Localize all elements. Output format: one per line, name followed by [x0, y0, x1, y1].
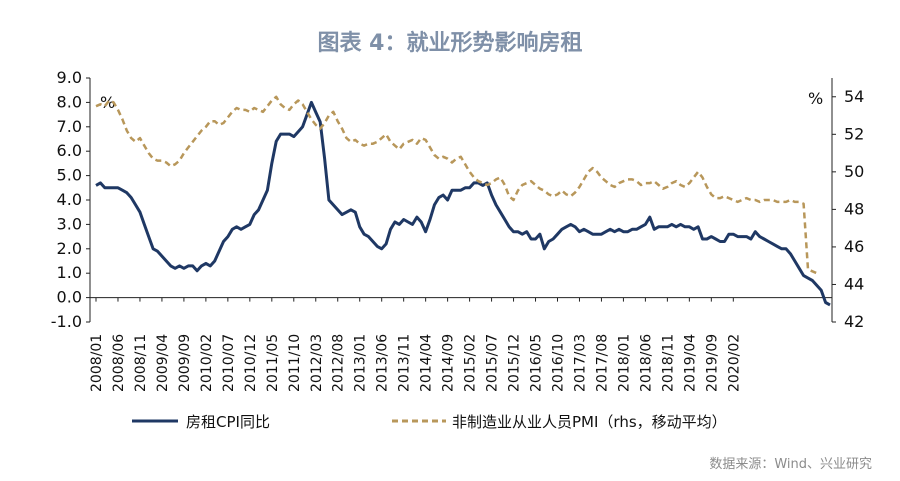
y-axis-right-ticks: 54 52 50 48 46 44 42	[832, 87, 864, 331]
x-tick-label: 2011/10	[287, 334, 303, 392]
y-left-tick-label: 1.0	[57, 263, 82, 282]
x-tick-label: 2015/02	[463, 334, 479, 392]
y-left-tick-label: 6.0	[57, 141, 82, 160]
y-right-tick-label: 50	[844, 162, 864, 181]
y-left-tick-label: 2.0	[57, 239, 82, 258]
x-tick-label: 2019/04	[682, 334, 698, 392]
x-tick-label: 2014/09	[441, 334, 457, 392]
series-layer	[95, 95, 831, 307]
x-tick-label: 2015/07	[485, 334, 501, 392]
x-tick-label: 2008/06	[111, 334, 127, 392]
x-tick-label: 2008/11	[133, 334, 149, 392]
y-left-tick-label: 4.0	[57, 190, 82, 209]
x-tick-label: 2014/04	[419, 334, 435, 392]
x-tick-label: 2010/02	[199, 334, 215, 392]
y-left-tick-label: 0.0	[57, 288, 82, 307]
x-tick-label: 2018/06	[638, 334, 654, 392]
y-left-tick-label: 3.0	[57, 214, 82, 233]
y-right-tick-label: 46	[844, 237, 864, 256]
chart-title: 图表 4：就业形势影响房租	[318, 30, 583, 56]
right-unit-label: %	[808, 89, 823, 108]
axes	[89, 78, 833, 322]
x-tick-label: 2008/01	[89, 334, 105, 392]
x-tick-label: 2011/05	[265, 334, 281, 392]
x-tick-label: 2013/06	[375, 334, 391, 392]
source-note: 数据来源：Wind、兴业研究	[709, 457, 872, 472]
x-tick-label: 2013/11	[397, 334, 413, 392]
y-axis-left-ticks: 9.0 8.0 7.0 6.0 5.0 4.0 3.0 2.0 1.0 0.0 -1.0	[51, 68, 90, 331]
y-left-tick-label: -1.0	[51, 312, 82, 331]
y-right-tick-label: 54	[844, 87, 864, 106]
x-tick-label: 2016/05	[529, 334, 545, 392]
x-tick-label: 2019/09	[704, 334, 720, 392]
y-left-tick-label: 8.0	[57, 92, 82, 111]
legend-label-pmi: 非制造业从业人员PMI（rhs，移动平均）	[452, 413, 727, 431]
x-tick-label: 2009/04	[155, 334, 171, 392]
x-tick-label: 2015/12	[507, 334, 523, 392]
x-tick-label: 2017/08	[594, 334, 610, 392]
x-tick-label: 2012/03	[309, 334, 325, 392]
x-tick-label: 2013/01	[353, 334, 369, 392]
legend-label-rent-cpi: 房租CPI同比	[186, 413, 270, 431]
x-tick-label: 2009/09	[177, 334, 193, 392]
x-tick-label: 2010/12	[243, 334, 259, 392]
y-left-tick-label: 5.0	[57, 166, 82, 185]
series-line-rent-cpi	[95, 100, 831, 307]
x-tick-label: 2012/08	[331, 334, 347, 392]
x-tick-label: 2016/10	[550, 334, 566, 392]
y-right-tick-label: 52	[844, 124, 864, 143]
y-left-tick-label: 7.0	[57, 117, 82, 136]
y-right-tick-label: 48	[844, 199, 864, 218]
x-tick-label: 2020/02	[726, 334, 742, 392]
series-line-pmi	[95, 95, 818, 275]
y-right-tick-label: 42	[844, 312, 864, 331]
y-left-tick-label: 9.0	[57, 68, 82, 87]
y-right-tick-label: 44	[844, 274, 864, 293]
x-tick-label: 2017/03	[572, 334, 588, 392]
x-tick-label: 2018/01	[616, 334, 632, 392]
x-axis-ticks: 2008/01 2008/06 2008/11 2009/04 2009/09 2010/…	[89, 297, 742, 392]
x-tick-label: 2010/07	[221, 334, 237, 392]
legend: 房租CPI同比 非制造业从业人员PMI（rhs，移动平均）	[132, 413, 727, 431]
x-tick-label: 2018/11	[660, 334, 676, 392]
